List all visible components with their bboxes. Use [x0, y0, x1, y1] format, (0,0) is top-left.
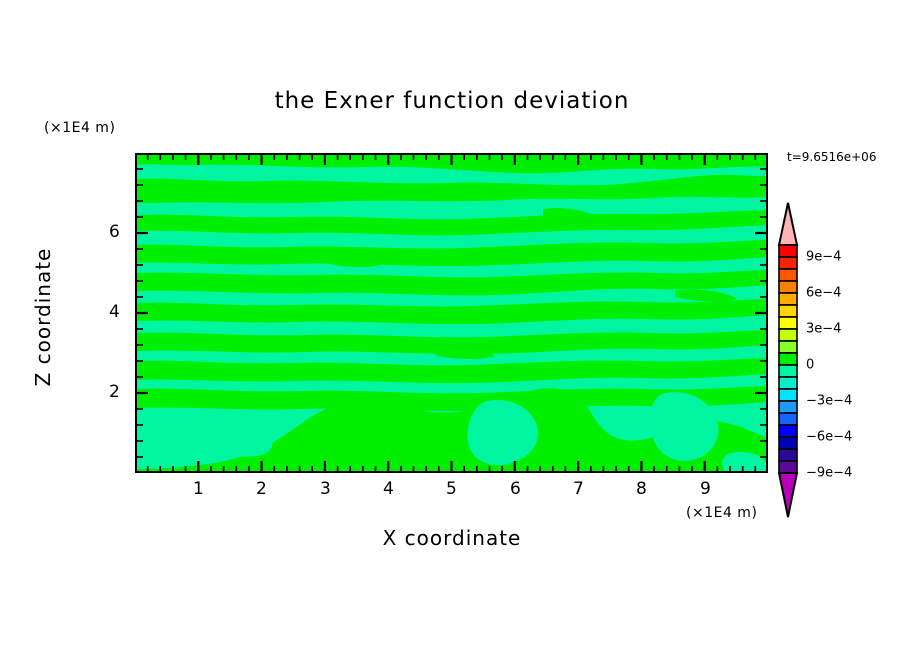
colorbar-swatches — [777, 202, 799, 518]
x-minor-ticks — [146, 153, 757, 473]
x-tick-label: 1 — [193, 479, 204, 499]
y-tick-labels: 2 4 6 — [105, 153, 129, 473]
x-tick-label: 3 — [320, 479, 331, 499]
y-tick-label: 2 — [109, 382, 120, 402]
chart-title: the Exner function deviation — [274, 88, 630, 114]
y-axis-unit-label: (×1E4 m) — [44, 120, 116, 136]
field-positive-bands — [135, 153, 768, 412]
field-detail-patches — [325, 208, 737, 359]
colorbar[interactable]: 9e−4 6e−4 3e−4 0 −3e−4 −6e−4 −9e−4 — [776, 200, 852, 520]
y-axis-title: Z coordinate — [31, 247, 55, 387]
x-major-ticks — [197, 153, 706, 473]
x-axis-title: X coordinate — [382, 526, 522, 550]
colorbar-band-group — [778, 244, 798, 474]
y-major-ticks — [135, 231, 768, 395]
colorbar-tick-label: 9e−4 — [806, 249, 842, 265]
x-tick-label: 7 — [573, 479, 584, 499]
x-tick-label: 8 — [636, 479, 647, 499]
x-tick-label: 5 — [446, 479, 457, 499]
colorbar-under-cap — [777, 472, 799, 518]
colorbar-tick-label: 0 — [806, 357, 815, 373]
x-tick-labels: 1 2 3 4 5 6 7 8 9 — [135, 479, 768, 503]
colorbar-tick-label: −6e−4 — [806, 429, 853, 445]
plot-area — [135, 153, 768, 473]
colorbar-tick-label: −3e−4 — [806, 393, 853, 409]
y-minor-ticks — [135, 168, 768, 458]
x-tick-label: 9 — [700, 479, 711, 499]
x-axis-unit-label: (×1E4 m) — [686, 505, 758, 521]
time-annotation: t=9.6516e+06 — [787, 150, 877, 164]
y-tick-label: 6 — [109, 222, 120, 242]
x-tick-label: 2 — [256, 479, 267, 499]
x-tick-label: 6 — [510, 479, 521, 499]
y-tick-label: 4 — [109, 302, 120, 322]
contour-field — [135, 153, 768, 473]
colorbar-tick-label: 3e−4 — [806, 321, 842, 337]
colorbar-over-cap — [777, 202, 799, 246]
field-lower-blobs — [135, 388, 768, 473]
colorbar-tick-label: −9e−4 — [806, 465, 853, 481]
colorbar-tick-label: 6e−4 — [806, 285, 842, 301]
x-tick-label: 4 — [383, 479, 394, 499]
